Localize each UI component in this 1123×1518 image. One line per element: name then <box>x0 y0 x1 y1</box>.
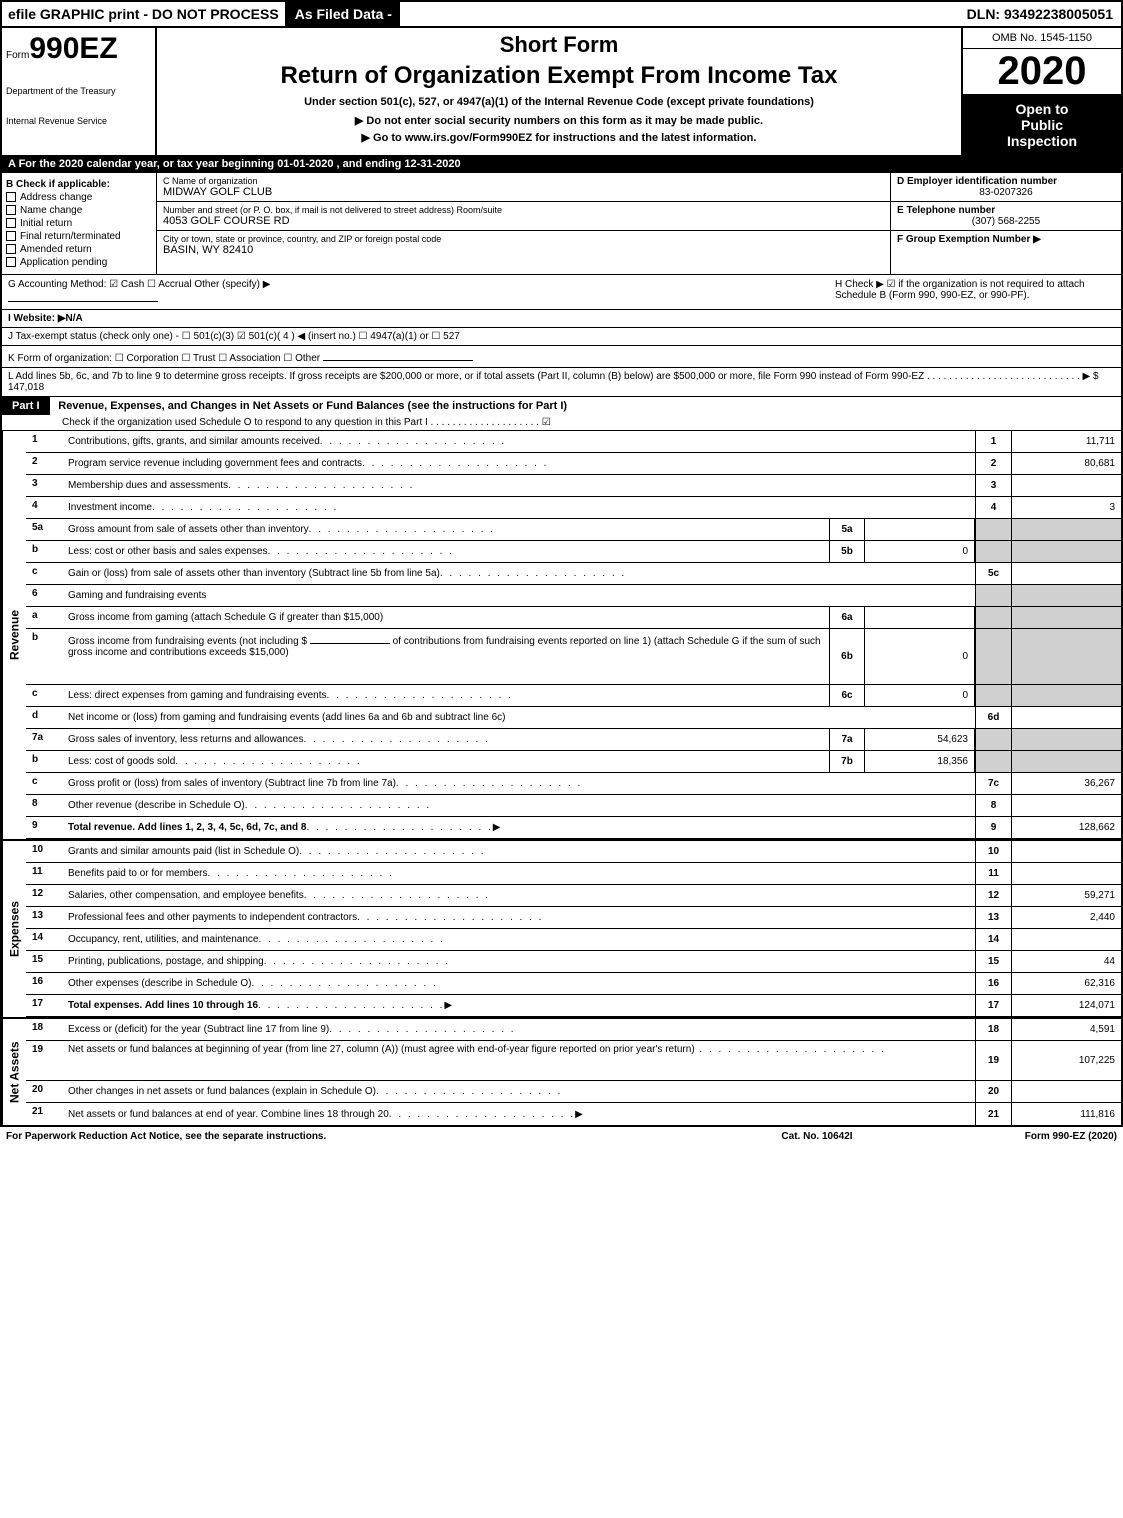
checkbox-amended[interactable] <box>6 244 16 254</box>
expenses-section: Expenses 10 Grants and similar amounts p… <box>2 839 1121 1017</box>
line-a: A For the 2020 calendar year, or tax yea… <box>2 155 1121 173</box>
checkbox-initial[interactable] <box>6 218 16 228</box>
top-bar: efile GRAPHIC print - DO NOT PROCESS As … <box>2 2 1121 28</box>
line-13: 13 Professional fees and other payments … <box>26 907 1121 929</box>
line-7c: c Gross profit or (loss) from sales of i… <box>26 773 1121 795</box>
line-6c: c Less: direct expenses from gaming and … <box>26 685 1121 707</box>
row-i: I Website: ▶N/A <box>2 310 1121 328</box>
line-19: 19 Net assets or fund balances at beginn… <box>26 1041 1121 1081</box>
form-number: Form990EZ <box>6 32 151 66</box>
footer-right: Form 990-EZ (2020) <box>917 1131 1117 1142</box>
checkbox-addr[interactable] <box>6 192 16 202</box>
dept-label: Department of the Treasury <box>6 86 151 96</box>
open-public: Open to Public Inspection <box>963 95 1121 155</box>
line-10: 10 Grants and similar amounts paid (list… <box>26 841 1121 863</box>
line-5c: c Gain or (loss) from sale of assets oth… <box>26 563 1121 585</box>
asfiled-label: As Filed Data - <box>287 2 400 26</box>
column-d: D Employer identification number 83-0207… <box>891 173 1121 274</box>
column-c: C Name of organization MIDWAY GOLF CLUB … <box>157 173 891 274</box>
line-9: 9 Total revenue. Add lines 1, 2, 3, 4, 5… <box>26 817 1121 839</box>
expenses-side-label: Expenses <box>2 841 26 1017</box>
other-org-blank[interactable] <box>323 349 473 361</box>
omb-number: OMB No. 1545-1150 <box>963 28 1121 49</box>
line-6b: b Gross income from fundraising events (… <box>26 629 1121 685</box>
6b-blank[interactable] <box>310 632 390 644</box>
column-b: B Check if applicable: Address change Na… <box>2 173 157 274</box>
part1-title: Revenue, Expenses, and Changes in Net As… <box>52 397 573 415</box>
line-5b: b Less: cost or other basis and sales ex… <box>26 541 1121 563</box>
main-title: Return of Organization Exempt From Incom… <box>167 62 951 90</box>
line-12: 12 Salaries, other compensation, and emp… <box>26 885 1121 907</box>
ein: 83-0207326 <box>897 187 1115 198</box>
dln-label: DLN: 93492238005051 <box>959 2 1121 26</box>
line-15: 15 Printing, publications, postage, and … <box>26 951 1121 973</box>
accounting-method: G Accounting Method: ☑ Cash ☐ Accrual Ot… <box>8 279 835 290</box>
short-form-title: Short Form <box>167 32 951 58</box>
street-label: Number and street (or P. O. box, if mail… <box>163 205 884 215</box>
line-11: 11 Benefits paid to or for members 11 <box>26 863 1121 885</box>
line-17: 17 Total expenses. Add lines 10 through … <box>26 995 1121 1017</box>
tax-year: 2020 <box>963 49 1121 95</box>
city-label: City or town, state or province, country… <box>163 234 884 244</box>
line-6d: d Net income or (loss) from gaming and f… <box>26 707 1121 729</box>
tel: (307) 568-2255 <box>897 216 1115 227</box>
line-5a: 5a Gross amount from sale of assets othe… <box>26 519 1121 541</box>
line-6: 6 Gaming and fundraising events <box>26 585 1121 607</box>
efile-label: efile GRAPHIC print - DO NOT PROCESS <box>2 2 287 26</box>
group-label: F Group Exemption Number ▶ <box>897 234 1041 245</box>
line-21: 21 Net assets or fund balances at end of… <box>26 1103 1121 1125</box>
tel-label: E Telephone number <box>897 205 995 216</box>
row-l: L Add lines 5b, 6c, and 7b to line 9 to … <box>2 368 1121 397</box>
form-header: Form990EZ Department of the Treasury Int… <box>2 28 1121 155</box>
footer-mid: Cat. No. 10642I <box>717 1131 917 1142</box>
line-14: 14 Occupancy, rent, utilities, and maint… <box>26 929 1121 951</box>
part1-label: Part I <box>2 397 50 415</box>
checkbox-name[interactable] <box>6 205 16 215</box>
revenue-side-label: Revenue <box>2 431 26 839</box>
instr1: ▶ Do not enter social security numbers o… <box>167 114 951 127</box>
page-footer: For Paperwork Reduction Act Notice, see … <box>0 1127 1123 1146</box>
instr2: ▶ Go to www.irs.gov/Form990EZ for instru… <box>167 131 951 144</box>
line-3: 3 Membership dues and assessments 3 <box>26 475 1121 497</box>
line-2: 2 Program service revenue including gove… <box>26 453 1121 475</box>
org-name-label: C Name of organization <box>163 176 884 186</box>
irs-label: Internal Revenue Service <box>6 116 151 126</box>
line-16: 16 Other expenses (describe in Schedule … <box>26 973 1121 995</box>
other-specify-blank[interactable] <box>8 290 158 302</box>
line-20: 20 Other changes in net assets or fund b… <box>26 1081 1121 1103</box>
line-1: 1 Contributions, gifts, grants, and simi… <box>26 431 1121 453</box>
line-18: 18 Excess or (deficit) for the year (Sub… <box>26 1019 1121 1041</box>
section-bc: B Check if applicable: Address change Na… <box>2 173 1121 275</box>
line-4: 4 Investment income 4 3 <box>26 497 1121 519</box>
part1-check: Check if the organization used Schedule … <box>2 415 1121 430</box>
ein-label: D Employer identification number <box>897 176 1057 187</box>
city: BASIN, WY 82410 <box>163 244 884 256</box>
column-cd: C Name of organization MIDWAY GOLF CLUB … <box>157 173 1121 274</box>
checkbox-final[interactable] <box>6 231 16 241</box>
row-g-h: G Accounting Method: ☑ Cash ☐ Accrual Ot… <box>2 275 1121 310</box>
netassets-side-label: Net Assets <box>2 1019 26 1125</box>
line-8: 8 Other revenue (describe in Schedule O)… <box>26 795 1121 817</box>
netassets-section: Net Assets 18 Excess or (deficit) for th… <box>2 1017 1121 1125</box>
checkbox-pending[interactable] <box>6 257 16 267</box>
line-7a: 7a Gross sales of inventory, less return… <box>26 729 1121 751</box>
omb-box: OMB No. 1545-1150 2020 Open to Public In… <box>961 28 1121 155</box>
line-7b: b Less: cost of goods sold 7b 18,356 <box>26 751 1121 773</box>
line-6a: a Gross income from gaming (attach Sched… <box>26 607 1121 629</box>
revenue-section: Revenue 1 Contributions, gifts, grants, … <box>2 431 1121 839</box>
form-box-left: Form990EZ Department of the Treasury Int… <box>2 28 157 155</box>
row-k: K Form of organization: ☐ Corporation ☐ … <box>2 346 1121 368</box>
under-section: Under section 501(c), 527, or 4947(a)(1)… <box>167 96 951 108</box>
part1-header: Part I Revenue, Expenses, and Changes in… <box>2 397 1121 431</box>
title-center: Short Form Return of Organization Exempt… <box>157 28 961 155</box>
street: 4053 GOLF COURSE RD <box>163 215 884 227</box>
h-checkbox: H Check ▶ ☑ if the organization is not r… <box>835 279 1115 305</box>
footer-left: For Paperwork Reduction Act Notice, see … <box>6 1131 717 1142</box>
row-j: J Tax-exempt status (check only one) - ☐… <box>2 328 1121 346</box>
org-name: MIDWAY GOLF CLUB <box>163 186 884 198</box>
